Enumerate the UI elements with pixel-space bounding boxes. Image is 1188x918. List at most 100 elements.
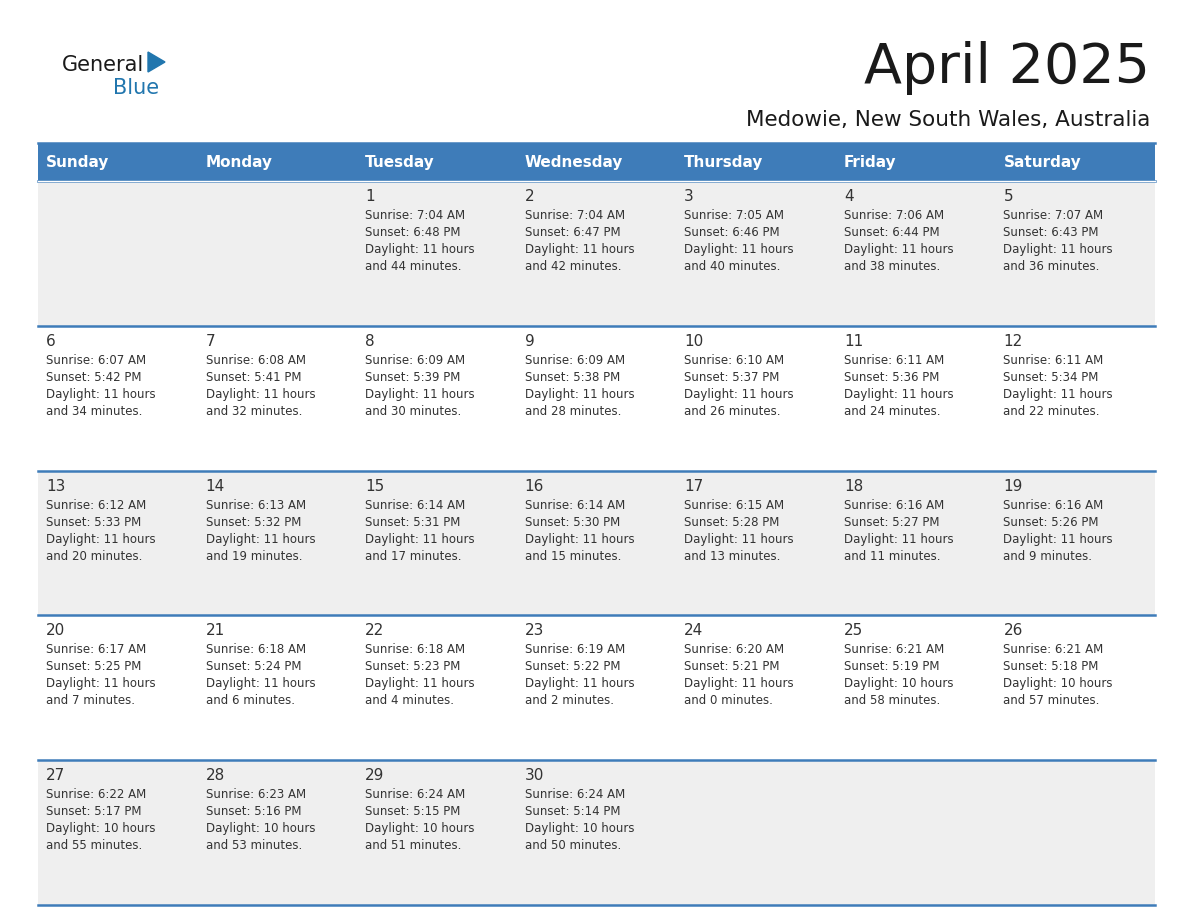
Text: Daylight: 11 hours: Daylight: 11 hours — [525, 387, 634, 401]
Text: Sunrise: 6:16 AM: Sunrise: 6:16 AM — [843, 498, 944, 511]
Text: and 44 minutes.: and 44 minutes. — [365, 260, 462, 273]
Text: 29: 29 — [365, 768, 385, 783]
Text: Tuesday: Tuesday — [365, 154, 435, 170]
Text: Daylight: 10 hours: Daylight: 10 hours — [206, 823, 315, 835]
Text: Sunrise: 6:23 AM: Sunrise: 6:23 AM — [206, 789, 305, 801]
Text: and 32 minutes.: and 32 minutes. — [206, 405, 302, 418]
Text: 5: 5 — [1004, 189, 1013, 204]
Text: and 34 minutes.: and 34 minutes. — [46, 405, 143, 418]
Text: 12: 12 — [1004, 334, 1023, 349]
Text: Thursday: Thursday — [684, 154, 764, 170]
Text: Sunrise: 7:06 AM: Sunrise: 7:06 AM — [843, 209, 944, 222]
Bar — [38, 143, 1155, 181]
Text: 9: 9 — [525, 334, 535, 349]
Text: Daylight: 11 hours: Daylight: 11 hours — [206, 387, 315, 401]
Text: and 36 minutes.: and 36 minutes. — [1004, 260, 1100, 273]
Text: Sunrise: 7:04 AM: Sunrise: 7:04 AM — [525, 209, 625, 222]
Text: and 0 minutes.: and 0 minutes. — [684, 694, 773, 708]
Text: Sunset: 5:25 PM: Sunset: 5:25 PM — [46, 660, 141, 674]
Text: 16: 16 — [525, 478, 544, 494]
Text: Sunset: 5:21 PM: Sunset: 5:21 PM — [684, 660, 779, 674]
Text: Daylight: 10 hours: Daylight: 10 hours — [365, 823, 475, 835]
Text: and 28 minutes.: and 28 minutes. — [525, 405, 621, 418]
Text: and 40 minutes.: and 40 minutes. — [684, 260, 781, 273]
Text: Sunrise: 6:17 AM: Sunrise: 6:17 AM — [46, 644, 146, 656]
Text: and 13 minutes.: and 13 minutes. — [684, 550, 781, 563]
Text: 6: 6 — [46, 334, 56, 349]
Text: Wednesday: Wednesday — [525, 154, 623, 170]
Text: Monday: Monday — [206, 154, 272, 170]
Text: Sunday: Sunday — [46, 154, 109, 170]
Text: Sunset: 5:39 PM: Sunset: 5:39 PM — [365, 371, 461, 384]
Bar — [38, 181, 1155, 326]
Text: Saturday: Saturday — [1004, 154, 1081, 170]
Text: and 42 minutes.: and 42 minutes. — [525, 260, 621, 273]
Text: and 20 minutes.: and 20 minutes. — [46, 550, 143, 563]
Text: Daylight: 11 hours: Daylight: 11 hours — [365, 677, 475, 690]
Text: Sunrise: 6:19 AM: Sunrise: 6:19 AM — [525, 644, 625, 656]
Text: 20: 20 — [46, 623, 65, 638]
Text: Daylight: 11 hours: Daylight: 11 hours — [46, 387, 156, 401]
Text: Sunset: 5:31 PM: Sunset: 5:31 PM — [365, 516, 461, 529]
Text: Daylight: 11 hours: Daylight: 11 hours — [365, 532, 475, 545]
Text: Sunrise: 6:09 AM: Sunrise: 6:09 AM — [525, 353, 625, 367]
Text: and 57 minutes.: and 57 minutes. — [1004, 694, 1100, 708]
Text: 7: 7 — [206, 334, 215, 349]
Text: Sunrise: 6:13 AM: Sunrise: 6:13 AM — [206, 498, 305, 511]
Text: Sunrise: 6:11 AM: Sunrise: 6:11 AM — [843, 353, 944, 367]
Text: Sunset: 5:32 PM: Sunset: 5:32 PM — [206, 516, 301, 529]
Text: Sunset: 5:41 PM: Sunset: 5:41 PM — [206, 371, 301, 384]
Text: Daylight: 11 hours: Daylight: 11 hours — [525, 243, 634, 256]
Text: 18: 18 — [843, 478, 864, 494]
Text: and 2 minutes.: and 2 minutes. — [525, 694, 614, 708]
Text: Sunrise: 6:24 AM: Sunrise: 6:24 AM — [525, 789, 625, 801]
Text: Sunset: 6:43 PM: Sunset: 6:43 PM — [1004, 226, 1099, 239]
Text: Sunset: 5:42 PM: Sunset: 5:42 PM — [46, 371, 141, 384]
Text: 22: 22 — [365, 623, 385, 638]
Text: Sunset: 5:14 PM: Sunset: 5:14 PM — [525, 805, 620, 818]
Text: 10: 10 — [684, 334, 703, 349]
Text: 8: 8 — [365, 334, 374, 349]
Text: Sunrise: 6:24 AM: Sunrise: 6:24 AM — [365, 789, 466, 801]
Text: Sunrise: 6:07 AM: Sunrise: 6:07 AM — [46, 353, 146, 367]
Text: Daylight: 11 hours: Daylight: 11 hours — [46, 532, 156, 545]
Text: Sunset: 5:36 PM: Sunset: 5:36 PM — [843, 371, 940, 384]
Text: Sunset: 5:24 PM: Sunset: 5:24 PM — [206, 660, 301, 674]
Text: 15: 15 — [365, 478, 385, 494]
Text: Sunrise: 6:12 AM: Sunrise: 6:12 AM — [46, 498, 146, 511]
Text: Sunrise: 6:18 AM: Sunrise: 6:18 AM — [365, 644, 466, 656]
Text: Daylight: 10 hours: Daylight: 10 hours — [525, 823, 634, 835]
Text: Daylight: 11 hours: Daylight: 11 hours — [843, 243, 954, 256]
Text: 23: 23 — [525, 623, 544, 638]
Text: Sunset: 5:16 PM: Sunset: 5:16 PM — [206, 805, 301, 818]
Text: Daylight: 11 hours: Daylight: 11 hours — [684, 532, 794, 545]
Text: Daylight: 11 hours: Daylight: 11 hours — [525, 677, 634, 690]
Text: Sunrise: 6:22 AM: Sunrise: 6:22 AM — [46, 789, 146, 801]
Text: Sunrise: 7:07 AM: Sunrise: 7:07 AM — [1004, 209, 1104, 222]
Text: Sunrise: 6:09 AM: Sunrise: 6:09 AM — [365, 353, 466, 367]
Text: Blue: Blue — [113, 78, 159, 98]
Text: 4: 4 — [843, 189, 853, 204]
Text: 17: 17 — [684, 478, 703, 494]
Text: 28: 28 — [206, 768, 225, 783]
Text: and 26 minutes.: and 26 minutes. — [684, 405, 781, 418]
Text: and 30 minutes.: and 30 minutes. — [365, 405, 461, 418]
Text: and 53 minutes.: and 53 minutes. — [206, 839, 302, 852]
Text: Daylight: 10 hours: Daylight: 10 hours — [46, 823, 156, 835]
Text: Sunset: 5:26 PM: Sunset: 5:26 PM — [1004, 516, 1099, 529]
Text: and 17 minutes.: and 17 minutes. — [365, 550, 462, 563]
Text: Sunset: 5:19 PM: Sunset: 5:19 PM — [843, 660, 940, 674]
Text: Sunset: 5:37 PM: Sunset: 5:37 PM — [684, 371, 779, 384]
Text: April 2025: April 2025 — [864, 41, 1150, 95]
Text: 3: 3 — [684, 189, 694, 204]
Text: Daylight: 11 hours: Daylight: 11 hours — [525, 532, 634, 545]
Text: and 55 minutes.: and 55 minutes. — [46, 839, 143, 852]
Text: Daylight: 11 hours: Daylight: 11 hours — [1004, 532, 1113, 545]
Text: Daylight: 11 hours: Daylight: 11 hours — [684, 387, 794, 401]
Text: 24: 24 — [684, 623, 703, 638]
Text: Daylight: 11 hours: Daylight: 11 hours — [843, 387, 954, 401]
Bar — [38, 615, 1155, 760]
Text: Daylight: 11 hours: Daylight: 11 hours — [1004, 243, 1113, 256]
Text: Daylight: 11 hours: Daylight: 11 hours — [684, 677, 794, 690]
Text: Daylight: 11 hours: Daylight: 11 hours — [1004, 387, 1113, 401]
